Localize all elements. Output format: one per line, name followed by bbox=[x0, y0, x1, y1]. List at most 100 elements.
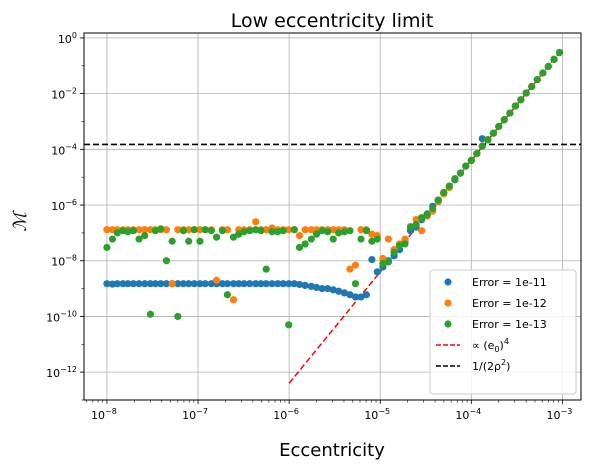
y-axis-label: ℳ bbox=[10, 210, 31, 232]
legend-label: ∝ (e0)4 bbox=[472, 337, 509, 354]
data-point bbox=[357, 293, 365, 301]
data-point bbox=[451, 175, 459, 183]
data-point bbox=[484, 136, 492, 144]
data-point bbox=[218, 280, 226, 288]
data-point bbox=[324, 284, 332, 293]
legend-marker bbox=[444, 278, 452, 286]
data-point bbox=[174, 280, 182, 288]
y-tick-label: 100 bbox=[58, 31, 77, 46]
data-point bbox=[124, 280, 132, 288]
data-point bbox=[135, 226, 143, 234]
data-point bbox=[141, 280, 149, 288]
data-point bbox=[113, 229, 121, 237]
data-point bbox=[412, 220, 420, 229]
data-point bbox=[445, 182, 453, 190]
data-point bbox=[346, 227, 354, 235]
legend-box bbox=[429, 269, 577, 395]
y-tick-label: 10−4 bbox=[51, 142, 77, 157]
series-1 bbox=[103, 48, 564, 301]
data-point bbox=[240, 280, 248, 288]
data-point bbox=[533, 75, 541, 84]
data-point bbox=[174, 312, 182, 321]
y-tick-label: 10−2 bbox=[51, 87, 77, 102]
plot-area bbox=[84, 48, 581, 384]
data-point bbox=[368, 230, 376, 238]
data-point bbox=[495, 122, 503, 131]
chart-title: Low eccentricity limit bbox=[231, 10, 434, 32]
data-point bbox=[390, 248, 398, 256]
data-point bbox=[351, 280, 360, 288]
data-point bbox=[346, 265, 354, 273]
legend-marker bbox=[444, 320, 452, 328]
data-point bbox=[257, 280, 265, 288]
data-point bbox=[401, 240, 409, 248]
data-point bbox=[262, 265, 270, 273]
data-point bbox=[517, 96, 525, 104]
data-point bbox=[108, 235, 117, 243]
data-point bbox=[141, 231, 149, 240]
data-point bbox=[103, 243, 111, 252]
data-point bbox=[335, 287, 343, 295]
data-point bbox=[384, 235, 393, 243]
data-point bbox=[285, 280, 293, 288]
data-point bbox=[124, 228, 132, 236]
grid bbox=[84, 33, 581, 400]
data-point bbox=[168, 237, 176, 245]
data-point bbox=[511, 102, 520, 110]
data-point bbox=[346, 291, 354, 299]
data-point bbox=[196, 280, 204, 288]
data-point bbox=[301, 226, 309, 234]
data-point bbox=[213, 276, 221, 284]
data-point bbox=[103, 280, 111, 288]
series-3 bbox=[103, 48, 564, 329]
data-point bbox=[162, 257, 171, 265]
data-point bbox=[229, 280, 238, 288]
data-point bbox=[318, 284, 326, 293]
data-point bbox=[373, 235, 381, 243]
data-point bbox=[119, 280, 127, 288]
data-point bbox=[162, 280, 171, 288]
data-point bbox=[179, 280, 187, 288]
data-point bbox=[141, 226, 149, 234]
data-point bbox=[295, 231, 304, 240]
data-point bbox=[406, 223, 415, 231]
y-tick-label: 10−8 bbox=[51, 254, 77, 269]
x-tick-label: 10−5 bbox=[364, 407, 390, 422]
data-point bbox=[456, 169, 465, 177]
legend-label: Error = 1e-13 bbox=[472, 318, 547, 331]
data-point bbox=[351, 261, 360, 269]
data-point bbox=[357, 226, 365, 234]
data-point bbox=[379, 259, 387, 268]
data-point bbox=[246, 280, 254, 288]
data-point bbox=[440, 188, 448, 197]
data-point bbox=[279, 227, 287, 235]
data-point bbox=[213, 233, 221, 241]
data-point bbox=[423, 211, 431, 219]
data-point bbox=[329, 286, 337, 294]
data-point bbox=[285, 226, 293, 234]
data-point bbox=[279, 280, 287, 288]
data-point bbox=[473, 150, 481, 158]
data-point bbox=[129, 280, 137, 288]
data-point bbox=[462, 162, 470, 170]
data-point bbox=[268, 280, 276, 288]
data-point bbox=[129, 227, 137, 235]
data-point bbox=[252, 280, 260, 288]
data-point bbox=[351, 293, 360, 301]
data-point bbox=[207, 280, 215, 288]
data-point bbox=[257, 227, 265, 235]
data-point bbox=[434, 196, 442, 204]
data-point bbox=[478, 135, 486, 143]
data-point bbox=[357, 235, 365, 243]
y-tick-label: 10−6 bbox=[51, 198, 77, 213]
data-point bbox=[362, 291, 370, 299]
data-point bbox=[262, 280, 270, 288]
data-point bbox=[196, 226, 204, 234]
data-point bbox=[362, 227, 370, 235]
data-point bbox=[185, 226, 193, 234]
data-point bbox=[218, 227, 226, 235]
data-point bbox=[555, 48, 564, 57]
plot-clip-group bbox=[84, 48, 581, 384]
data-point bbox=[135, 235, 143, 243]
